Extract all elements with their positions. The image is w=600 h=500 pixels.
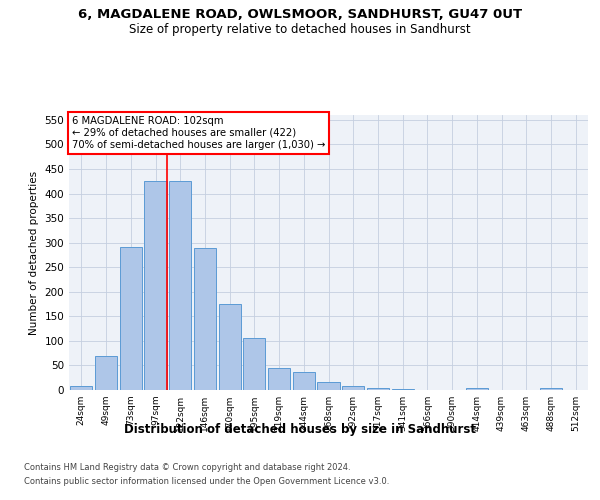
Text: 6 MAGDALENE ROAD: 102sqm
← 29% of detached houses are smaller (422)
70% of semi-: 6 MAGDALENE ROAD: 102sqm ← 29% of detach…	[71, 116, 325, 150]
Bar	[367, 388, 389, 390]
Bar	[194, 248, 216, 390]
Bar	[70, 386, 92, 390]
Bar	[169, 182, 191, 390]
Text: Distribution of detached houses by size in Sandhurst: Distribution of detached houses by size …	[124, 422, 476, 436]
Bar	[466, 388, 488, 390]
Bar	[218, 304, 241, 390]
Text: Contains HM Land Registry data © Crown copyright and database right 2024.: Contains HM Land Registry data © Crown c…	[24, 462, 350, 471]
Text: Contains public sector information licensed under the Open Government Licence v3: Contains public sector information licen…	[24, 478, 389, 486]
Text: 6, MAGDALENE ROAD, OWLSMOOR, SANDHURST, GU47 0UT: 6, MAGDALENE ROAD, OWLSMOOR, SANDHURST, …	[78, 8, 522, 20]
Bar	[145, 182, 167, 390]
Bar	[342, 386, 364, 390]
Bar	[95, 356, 117, 390]
Bar	[540, 388, 562, 390]
Bar	[392, 388, 414, 390]
Y-axis label: Number of detached properties: Number of detached properties	[29, 170, 39, 334]
Text: Size of property relative to detached houses in Sandhurst: Size of property relative to detached ho…	[129, 22, 471, 36]
Bar	[268, 368, 290, 390]
Bar	[293, 372, 315, 390]
Bar	[243, 338, 265, 390]
Bar	[119, 246, 142, 390]
Bar	[317, 382, 340, 390]
